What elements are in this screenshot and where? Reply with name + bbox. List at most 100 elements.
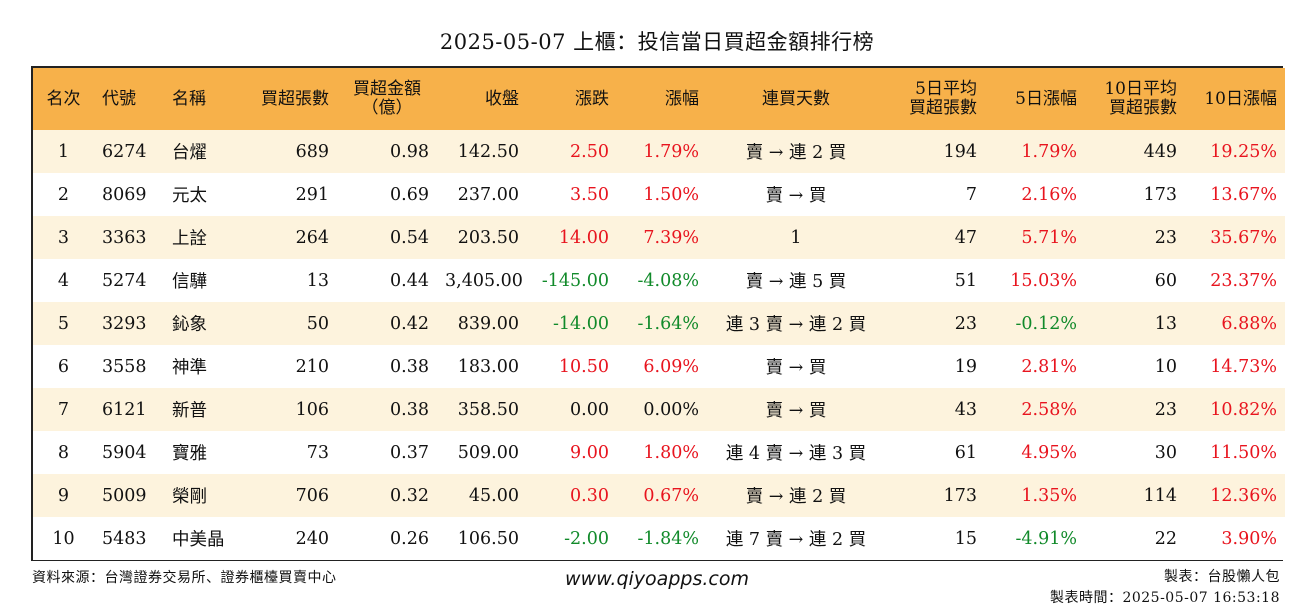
header-avg5-line1: 5日平均 [915,79,977,99]
header-avg5: 5日平均 買超張數 [885,68,985,130]
header-amount-line1: 買超金額 [353,79,421,99]
cell-streak: 賣 → 連 2 買 [745,487,847,507]
cell-name: 鈊象 [172,315,207,335]
cell-shares: 706 [295,485,329,506]
cell-close: 3,405.00 [445,270,523,291]
cell-avg5: 194 [943,141,977,162]
cell-streak: 連 7 賣 → 連 2 買 [725,530,867,550]
cell-pct: 1.50% [643,184,699,205]
cell-change: -14.00 [552,313,609,334]
cell-pct5: 15.03% [1010,270,1077,291]
cell-rank: 1 [57,141,70,162]
cell-pct: 1.80% [643,442,699,463]
cell-rank: 6 [57,356,70,377]
cell-code: 6121 [102,399,147,420]
maker-label: 製表：台股懶人包 [1164,569,1280,585]
cell-rank: 5 [57,313,70,334]
cell-change: -2.00 [564,528,609,549]
cell-streak: 連 4 賣 → 連 3 買 [725,444,867,464]
ranking-table: 名次 代號 名稱 買超張數 買超金額 （億） 收盤 漲跌 漲幅 連買天數 5日平均… [33,68,1285,560]
table-row: 9 5009 榮剛 706 0.32 45.00 0.30 0.67% 賣 → 連 2 買 173… [33,474,1285,517]
cell-avg10: 114 [1143,485,1177,506]
cell-rank: 9 [57,485,70,506]
cell-close: 45.00 [468,485,519,506]
cell-amount: 0.38 [390,356,429,377]
cell-avg5: 43 [954,399,977,420]
cell-avg5: 23 [954,313,977,334]
header-code: 代號 [102,88,136,109]
header-name: 名稱 [172,88,206,109]
cell-shares: 50 [306,313,329,334]
cell-shares: 240 [295,528,329,549]
ranking-table-container: 名次 代號 名稱 買超張數 買超金額 （億） 收盤 漲跌 漲幅 連買天數 5日平均… [31,66,1285,561]
cell-rank: 8 [57,442,70,463]
cell-amount: 0.44 [390,270,429,291]
cell-avg10: 23 [1154,399,1177,420]
website-link[interactable]: www.qiyoapps.com [565,568,749,590]
cell-pct5: 4.95% [1021,442,1077,463]
cell-rank: 2 [57,184,70,205]
cell-streak: 賣 → 連 2 買 [745,143,847,163]
cell-code: 5009 [102,485,147,506]
cell-change: -145.00 [541,270,609,291]
cell-amount: 0.69 [390,184,429,205]
cell-rank: 10 [52,528,75,549]
header-shares: 買超張數 [261,88,329,109]
cell-streak: 賣 → 連 5 買 [745,272,847,292]
table-body: 1 6274 台燿 689 0.98 142.50 2.50 1.79% 賣 → 連 2 買 19… [33,130,1285,560]
cell-change: 0.00 [570,399,609,420]
cell-amount: 0.32 [390,485,429,506]
cell-code: 8069 [102,184,147,205]
cell-code: 5483 [102,528,147,549]
cell-close: 237.00 [457,184,519,205]
cell-close: 358.50 [457,399,519,420]
cell-name: 上詮 [172,229,207,249]
cell-avg5: 47 [954,227,977,248]
cell-streak: 賣 → 買 [765,401,827,421]
cell-pct: 0.67% [643,485,699,506]
cell-close: 509.00 [457,442,519,463]
cell-close: 106.50 [457,528,519,549]
cell-pct5: 2.81% [1021,356,1077,377]
cell-change: 0.30 [570,485,609,506]
cell-avg10: 13 [1154,313,1177,334]
cell-pct5: -0.12% [1015,313,1077,334]
cell-shares: 689 [295,141,329,162]
header-pct: 漲幅 [665,88,699,109]
cell-pct10: 19.25% [1210,141,1277,162]
table-row: 6 3558 神準 210 0.38 183.00 10.50 6.09% 賣 → 買 19 2.8… [33,345,1285,388]
cell-streak: 賣 → 買 [765,358,827,378]
cell-avg5: 15 [954,528,977,549]
cell-amount: 0.42 [390,313,429,334]
cell-avg5: 7 [965,184,977,205]
cell-code: 3558 [102,356,147,377]
table-row: 7 6121 新普 106 0.38 358.50 0.00 0.00% 賣 → 買 43 2.58… [33,388,1285,431]
cell-change: 10.50 [558,356,609,377]
cell-name: 榮剛 [172,487,207,507]
cell-shares: 291 [295,184,329,205]
cell-pct: 6.09% [643,356,699,377]
cell-rank: 3 [57,227,70,248]
footer-credits: 製表：台股懶人包 製表時間：2025-05-07 16:53:18 [1050,567,1280,609]
cell-amount: 0.54 [390,227,429,248]
cell-name: 神準 [172,358,207,378]
cell-pct10: 11.50% [1210,442,1277,463]
cell-pct10: 3.90% [1221,528,1277,549]
cell-amount: 0.37 [390,442,429,463]
table-row: 2 8069 元太 291 0.69 237.00 3.50 1.50% 賣 → 買 7 2.16%… [33,173,1285,216]
header-amount-line2: （億） [361,98,413,118]
header-change: 漲跌 [575,88,609,109]
cell-pct10: 10.82% [1210,399,1277,420]
cell-code: 6274 [102,141,147,162]
cell-code: 3363 [102,227,147,248]
header-amount: 買超金額 （億） [337,68,437,130]
table-row: 10 5483 中美晶 240 0.26 106.50 -2.00 -1.84% 連 7 賣 →… [33,517,1285,560]
cell-pct10: 12.36% [1210,485,1277,506]
cell-change: 9.00 [570,442,609,463]
header-pct10: 10日漲幅 [1204,88,1277,109]
cell-shares: 210 [295,356,329,377]
header-close: 收盤 [485,88,519,109]
cell-avg10: 10 [1154,356,1177,377]
cell-amount: 0.98 [390,141,429,162]
header-avg10: 10日平均 買超張數 [1085,68,1185,130]
